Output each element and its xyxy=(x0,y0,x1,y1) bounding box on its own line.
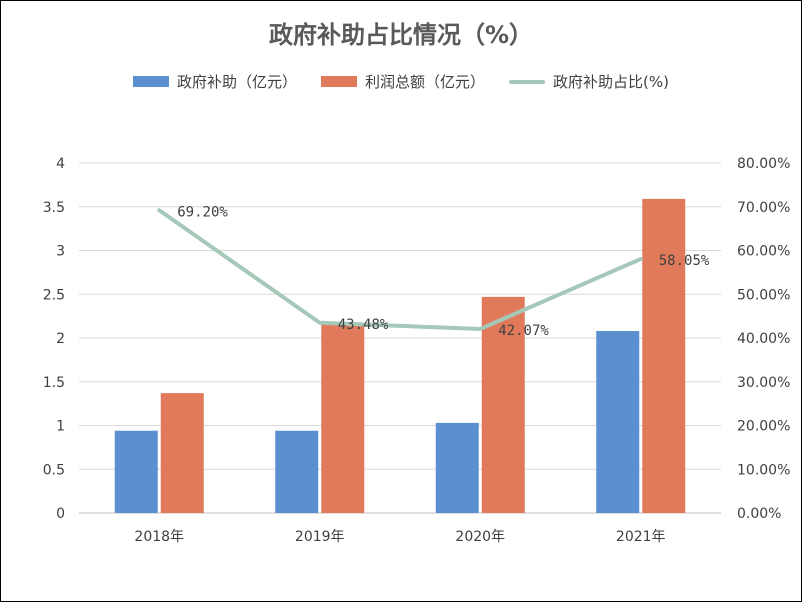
y-right-tick-label: 30.00% xyxy=(737,375,790,391)
y-right-tick-label: 50.00% xyxy=(737,287,790,303)
y-left-tick-label: 3 xyxy=(56,244,65,260)
y-right-tick-label: 20.00% xyxy=(737,419,790,435)
legend-item-profit: 利润总额（亿元） xyxy=(321,71,485,92)
legend-swatch-subsidy xyxy=(133,76,169,87)
chart-legend: 政府补助（亿元） 利润总额（亿元） 政府补助占比(%) xyxy=(1,71,801,92)
y-right-tick-label: 0.00% xyxy=(737,506,781,522)
x-tick-label: 2020年 xyxy=(455,529,505,545)
bar-subsidy xyxy=(596,331,640,513)
data-label-ratio: 43.48% xyxy=(338,317,389,333)
x-tick-label: 2021年 xyxy=(616,529,666,545)
line-ratio xyxy=(157,208,643,331)
y-left-tick-label: 1 xyxy=(56,419,65,435)
legend-label-subsidy: 政府补助（亿元） xyxy=(177,73,298,91)
y-right-tick-label: 70.00% xyxy=(737,200,790,216)
legend-label-profit: 利润总额（亿元） xyxy=(365,73,486,91)
bar-profit xyxy=(321,324,365,513)
y-left-tick-label: 4 xyxy=(56,156,65,172)
chart-title: 政府补助占比情况（%） xyxy=(268,21,534,49)
legend-label-ratio: 政府补助占比(%) xyxy=(553,73,669,91)
legend-item-ratio: 政府补助占比(%) xyxy=(509,71,669,92)
bar-profit xyxy=(481,296,525,513)
y-left-tick-label: 3.5 xyxy=(43,200,65,216)
data-label-ratio: 42.07% xyxy=(498,323,549,339)
legend-item-subsidy: 政府补助（亿元） xyxy=(133,71,297,92)
x-tick-label: 2019年 xyxy=(295,529,345,545)
y-left-tick-label: 1.5 xyxy=(43,375,65,391)
bar-profit xyxy=(160,393,204,513)
y-right-tick-label: 80.00% xyxy=(737,156,790,172)
y-left-tick-label: 0 xyxy=(56,506,65,522)
x-tick-label: 2018年 xyxy=(134,529,184,545)
y-right-tick-label: 10.00% xyxy=(737,462,790,478)
y-left-tick-label: 2.5 xyxy=(43,287,65,303)
data-label-ratio: 58.05% xyxy=(659,253,710,269)
bar-subsidy xyxy=(114,430,158,513)
bar-profit xyxy=(642,198,686,513)
data-label-ratio: 69.20% xyxy=(177,204,228,220)
y-left-tick-label: 0.5 xyxy=(43,462,65,478)
legend-swatch-ratio xyxy=(509,79,546,84)
legend-swatch-profit xyxy=(321,76,358,87)
bar-subsidy xyxy=(435,422,479,513)
y-right-tick-label: 40.00% xyxy=(737,331,790,347)
bar-subsidy xyxy=(275,430,319,513)
y-right-tick-label: 60.00% xyxy=(737,244,790,260)
y-left-tick-label: 2 xyxy=(56,331,65,347)
